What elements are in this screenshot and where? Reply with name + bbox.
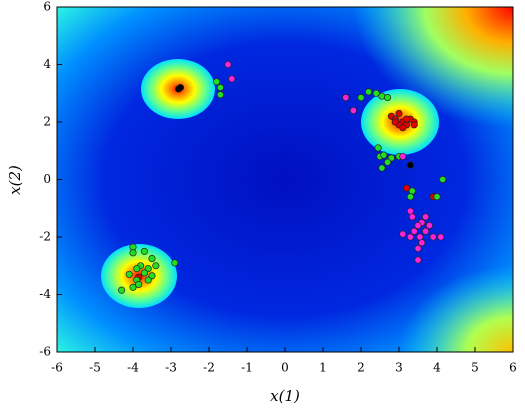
point xyxy=(349,106,357,115)
point xyxy=(414,244,422,253)
point xyxy=(133,265,141,273)
point xyxy=(380,151,388,159)
x-tick-label: 4 xyxy=(433,361,441,375)
y-tick-label: -2 xyxy=(39,230,51,244)
point xyxy=(433,193,441,201)
point xyxy=(418,239,426,247)
y-tick-label: 6 xyxy=(43,0,51,14)
x-tick-label: -2 xyxy=(203,361,215,375)
x-tick-label: -5 xyxy=(89,361,101,375)
point xyxy=(391,118,399,126)
point xyxy=(144,276,152,284)
point xyxy=(372,89,380,97)
point xyxy=(135,280,143,288)
point xyxy=(216,91,224,99)
x-tick-label: -6 xyxy=(51,361,63,375)
point xyxy=(425,221,433,230)
point xyxy=(148,255,156,263)
point xyxy=(374,144,382,152)
point xyxy=(406,161,414,169)
point xyxy=(439,175,447,184)
x-tick-label: 2 xyxy=(357,361,365,375)
point xyxy=(399,230,407,238)
point xyxy=(216,83,224,92)
point xyxy=(378,164,386,172)
point xyxy=(403,184,411,192)
point xyxy=(408,213,416,221)
x-tick-label: 5 xyxy=(471,361,479,375)
point xyxy=(357,94,365,102)
x-tick-label: 0 xyxy=(281,361,289,375)
y-tick-label: -6 xyxy=(39,345,51,359)
y-tick-label: 4 xyxy=(43,57,51,71)
point xyxy=(224,60,232,69)
point xyxy=(129,283,137,291)
point xyxy=(399,124,407,132)
y-tick-label: -4 xyxy=(39,287,51,301)
point xyxy=(378,92,386,100)
x-tick-label: 3 xyxy=(395,361,403,375)
point xyxy=(365,88,373,96)
point xyxy=(422,213,430,221)
point xyxy=(342,94,350,102)
point xyxy=(171,259,179,267)
point xyxy=(429,233,437,241)
point xyxy=(414,221,422,230)
point xyxy=(410,227,418,235)
point xyxy=(176,83,185,92)
x-tick-label: -4 xyxy=(127,361,139,375)
point xyxy=(403,115,411,123)
point xyxy=(410,121,418,129)
x-axis-label: x(1) xyxy=(270,387,300,405)
x-tick-label: 1 xyxy=(319,361,327,375)
point xyxy=(140,269,148,277)
point xyxy=(437,233,445,241)
point xyxy=(384,94,392,102)
point xyxy=(406,233,414,241)
point xyxy=(414,256,422,264)
point xyxy=(228,75,236,83)
x-tick-label: -3 xyxy=(165,361,177,375)
y-axis-label: x(2) xyxy=(6,165,24,195)
x-tick-label: -1 xyxy=(241,361,253,375)
point xyxy=(129,249,137,257)
point xyxy=(125,270,133,278)
x-tick-label: 6 xyxy=(509,361,517,375)
point xyxy=(399,152,407,161)
point xyxy=(422,227,430,235)
point xyxy=(118,286,126,294)
point xyxy=(152,262,160,270)
y-tick-label: 0 xyxy=(43,172,51,186)
y-tick-label: 2 xyxy=(43,115,51,129)
point xyxy=(395,109,403,117)
point xyxy=(140,247,148,255)
point xyxy=(406,193,414,201)
point xyxy=(213,78,221,86)
point xyxy=(384,158,392,166)
